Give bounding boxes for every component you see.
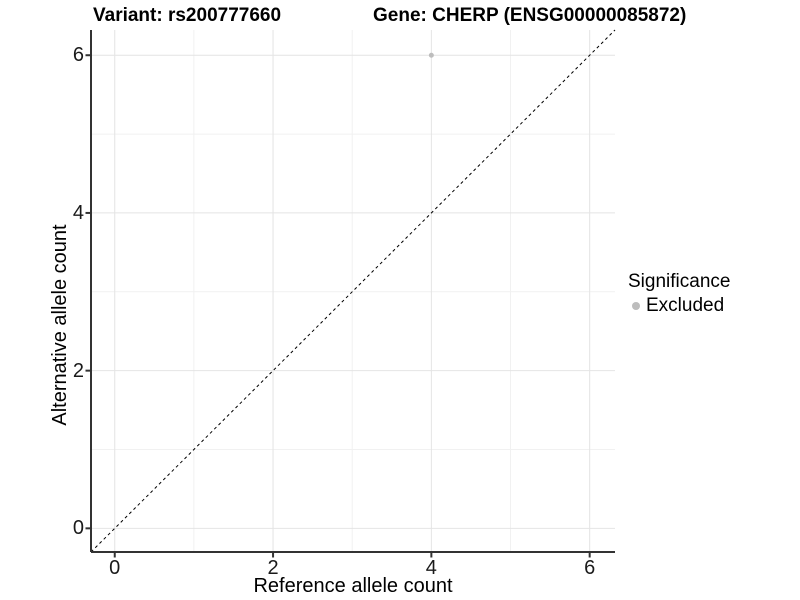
legend-point-icon	[632, 301, 640, 310]
legend-title: Significance	[628, 271, 731, 292]
x-tick-label: 6	[584, 557, 596, 579]
plot-title-gene: Gene: CHERP (ENSG00000085872)	[373, 5, 687, 26]
x-axis-title: Reference allele count	[253, 575, 453, 597]
y-tick-label: 0	[72, 517, 84, 540]
y-tick-label: 6	[72, 44, 84, 67]
panel-background	[91, 30, 615, 552]
legend-item-label: Excluded	[646, 295, 725, 316]
data-point	[428, 52, 434, 58]
plot-panel	[85, 29, 616, 558]
legend: Significance Excluded	[628, 271, 730, 316]
y-tick-label: 4	[72, 201, 84, 224]
x-tick-label: 0	[109, 557, 121, 579]
y-tick-label: 2	[72, 359, 84, 382]
x-tick-label: 2	[267, 557, 279, 579]
legend-item-excluded: Excluded	[632, 295, 730, 316]
x-tick-label: 4	[425, 557, 437, 579]
plot-title-variant: Variant: rs200777660	[93, 5, 282, 26]
